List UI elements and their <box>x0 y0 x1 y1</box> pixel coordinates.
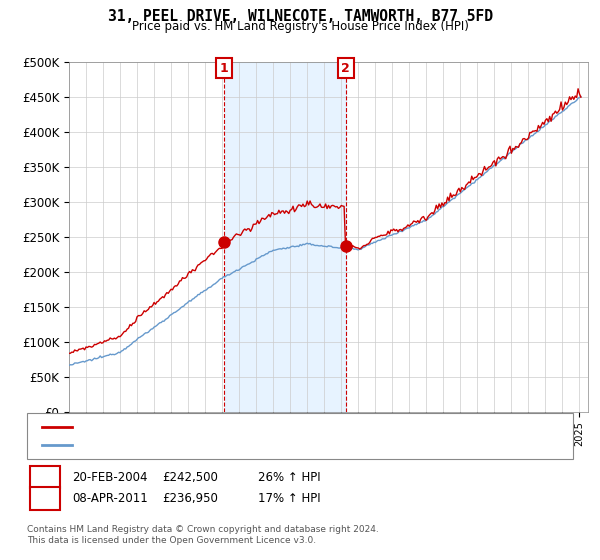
Text: 2: 2 <box>41 492 49 505</box>
Text: 1: 1 <box>220 62 229 74</box>
Text: 1: 1 <box>41 470 49 484</box>
Text: Price paid vs. HM Land Registry's House Price Index (HPI): Price paid vs. HM Land Registry's House … <box>131 20 469 33</box>
Text: £236,950: £236,950 <box>162 492 218 505</box>
Text: HPI: Average price, detached house, Tamworth: HPI: Average price, detached house, Tamw… <box>78 440 322 450</box>
Text: 20-FEB-2004: 20-FEB-2004 <box>72 470 148 484</box>
Text: £242,500: £242,500 <box>162 470 218 484</box>
Text: 31, PEEL DRIVE, WILNECOTE, TAMWORTH, B77 5FD: 31, PEEL DRIVE, WILNECOTE, TAMWORTH, B77… <box>107 9 493 24</box>
Text: 31, PEEL DRIVE, WILNECOTE, TAMWORTH, B77 5FD (detached house): 31, PEEL DRIVE, WILNECOTE, TAMWORTH, B77… <box>78 422 439 432</box>
Text: 2: 2 <box>341 62 350 74</box>
Text: 08-APR-2011: 08-APR-2011 <box>72 492 148 505</box>
Text: Contains HM Land Registry data © Crown copyright and database right 2024.
This d: Contains HM Land Registry data © Crown c… <box>27 525 379 545</box>
Text: 26% ↑ HPI: 26% ↑ HPI <box>258 470 320 484</box>
Text: 17% ↑ HPI: 17% ↑ HPI <box>258 492 320 505</box>
